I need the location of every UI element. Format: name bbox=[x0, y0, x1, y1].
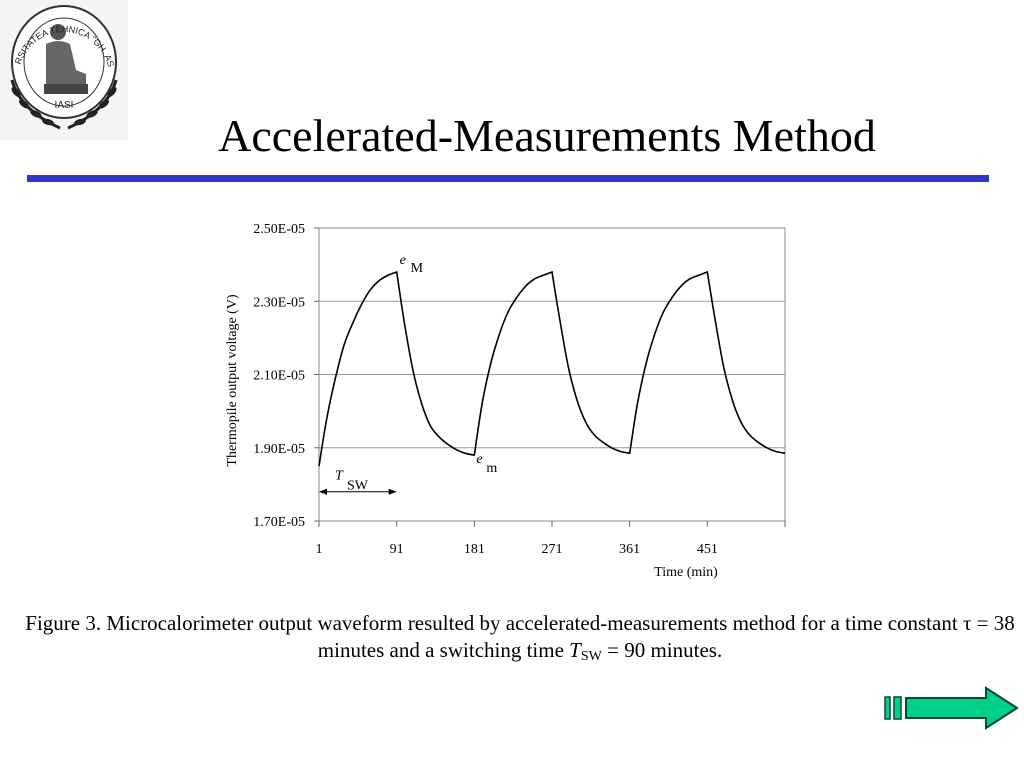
arrowhead-right bbox=[388, 488, 397, 495]
x-tick-label: 181 bbox=[464, 542, 485, 557]
annotation-e-max-sub: M bbox=[411, 261, 424, 276]
y-tick-label: 2.50E-05 bbox=[253, 222, 305, 237]
x-tick-label: 1 bbox=[316, 542, 323, 557]
x-tick-label: 91 bbox=[390, 542, 404, 557]
nav-bar-icon bbox=[884, 696, 891, 720]
y-tick-label: 1.70E-05 bbox=[253, 515, 305, 530]
arrowhead-left bbox=[319, 488, 327, 495]
svg-text:IASI: IASI bbox=[55, 100, 74, 111]
x-tick-label: 271 bbox=[542, 542, 563, 557]
y-axis-label: Thermopile output voltage (V) bbox=[225, 294, 240, 467]
figure-caption: Figure 3. Microcalorimeter output wavefo… bbox=[25, 611, 1015, 664]
next-slide-button[interactable] bbox=[884, 686, 1019, 730]
title-divider bbox=[27, 175, 989, 182]
annotation-e-max: e bbox=[400, 253, 406, 268]
annotation-t-sw-sub: SW bbox=[347, 479, 369, 494]
y-tick-label: 1.90E-05 bbox=[253, 442, 305, 457]
right-arrow-icon bbox=[905, 686, 1019, 730]
x-tick-label: 361 bbox=[619, 542, 640, 557]
voltage-series-line bbox=[318, 270, 786, 467]
university-logo: UNIVERSITATEA TEHNICA "GH. ASACHI" IASI bbox=[0, 0, 128, 140]
y-tick-label: 2.10E-05 bbox=[253, 369, 305, 384]
waveform-chart: 1.70E-05 1.90E-05 2.10E-05 2.30E-05 2.50E-05… bbox=[225, 222, 786, 580]
x-tick-label: 451 bbox=[697, 542, 718, 557]
annotation-e-min-sub: m bbox=[486, 461, 497, 476]
nav-bar-icon bbox=[893, 696, 902, 720]
page-title: Accelerated-Measurements Method bbox=[218, 110, 876, 161]
x-axis-label: Time (min) bbox=[654, 565, 718, 580]
y-tick-label: 2.30E-05 bbox=[253, 295, 305, 310]
annotation-t-sw: T bbox=[335, 469, 344, 484]
annotation-e-min: e bbox=[476, 452, 482, 467]
